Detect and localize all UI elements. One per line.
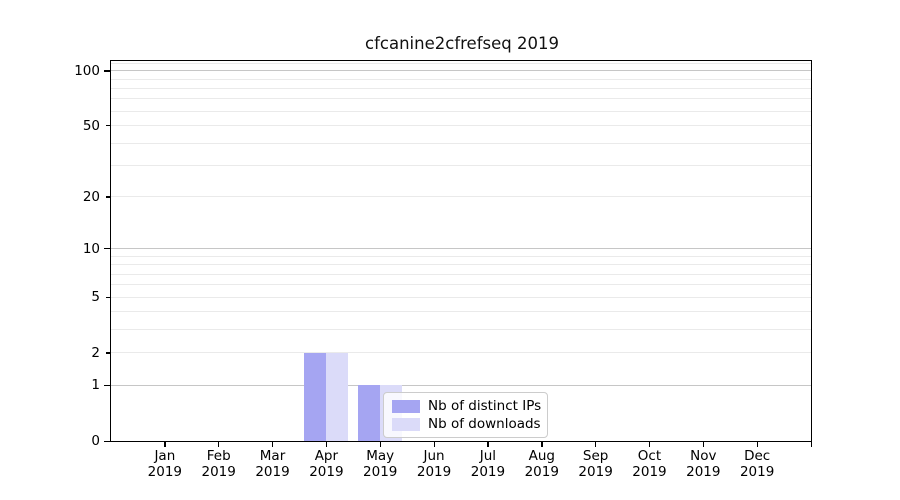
- x-tick-mark-apr: [325, 442, 328, 447]
- x-tick-year: 2019: [739, 463, 775, 480]
- x-tick-year: 2019: [363, 463, 398, 480]
- x-tick-year: 2019: [201, 463, 236, 480]
- y-tick-label-0: 0: [91, 433, 100, 449]
- x-tick-label-jun: Jun 2019: [399, 448, 469, 480]
- x-tick-month: Aug: [528, 448, 555, 464]
- x-tick-year: 2019: [309, 463, 344, 480]
- gridline-minor-20: [111, 196, 811, 198]
- x-tick-year: 2019: [632, 463, 667, 480]
- gridline-major-100: [111, 70, 811, 72]
- y-tick-label-2: 2: [91, 344, 100, 361]
- y-tick-label-1: 1: [91, 377, 100, 394]
- x-tick-label-sep: Sep 2019: [561, 448, 631, 480]
- gridline-minor-60: [111, 110, 811, 112]
- x-tick-year: 2019: [147, 463, 183, 480]
- x-tick-label-oct: Oct 2019: [614, 448, 684, 480]
- y-tick-mark-5: [106, 296, 110, 299]
- y-tick-mark-0: [104, 440, 110, 442]
- bar-may-distinct-ips: [358, 385, 381, 441]
- y-tick-mark-100: [104, 70, 110, 72]
- gridline-minor-110: [111, 62, 811, 64]
- x-tick-mark-may: [379, 442, 382, 447]
- gridline-minor-8: [111, 264, 811, 266]
- x-tick-mark-aug: [541, 442, 543, 447]
- x-tick-month: Mar: [259, 448, 286, 464]
- y-tick-label-5: 5: [91, 289, 100, 306]
- y-tick-label-10: 10: [82, 240, 100, 257]
- x-tick-mark-mar: [272, 442, 274, 447]
- x-tick-month: Jan: [154, 448, 176, 464]
- gridline-minor-40: [111, 142, 811, 144]
- x-tick-label-feb: Feb 2019: [184, 448, 254, 480]
- x-tick-mark-jun: [433, 442, 435, 447]
- x-tick-year: 2019: [578, 463, 613, 480]
- legend: Nb of distinct IPs Nb of downloads: [383, 392, 548, 438]
- x-tick-year: 2019: [416, 463, 452, 480]
- x-tick-month: Sep: [582, 448, 609, 464]
- x-tick-month: Jun: [423, 448, 445, 464]
- chart-title: cfcanine2cfrefseq 2019: [365, 34, 559, 53]
- x-tick-label-mar: Mar 2019: [238, 448, 308, 480]
- gridline-minor-2: [111, 352, 811, 354]
- legend-swatch-downloads: [392, 417, 420, 431]
- gridline-major-1: [111, 384, 811, 386]
- legend-entry-distinct-ips: Nb of distinct IPs: [392, 398, 542, 414]
- x-tick-label-nov: Nov 2019: [668, 448, 738, 480]
- legend-entry-downloads: Nb of downloads: [392, 416, 541, 432]
- gridline-minor-30: [111, 164, 811, 166]
- legend-label-downloads: Nb of downloads: [428, 416, 541, 432]
- x-tick-label-jan: Jan 2019: [130, 448, 200, 480]
- x-tick-label-dec: Dec 2019: [722, 448, 792, 480]
- gridline-minor-6: [111, 284, 811, 286]
- y-tick-mark-10: [104, 248, 110, 250]
- bar-apr-distinct-ips: [304, 352, 327, 441]
- x-tick-year: 2019: [255, 463, 290, 480]
- gridline-minor-5: [111, 296, 811, 298]
- x-tick-mark-jan: [164, 442, 166, 447]
- y-tick-label-50: 50: [82, 117, 100, 134]
- gridline-minor-70: [111, 98, 811, 100]
- x-tick-mark-dec: [756, 442, 758, 447]
- x-tick-year: 2019: [524, 463, 559, 480]
- plot-area: Nb of distinct IPs Nb of downloads: [110, 60, 812, 442]
- x-tick-mark-sep: [595, 442, 597, 447]
- gridline-minor-7: [111, 273, 811, 275]
- x-tick-month: Feb: [206, 448, 231, 464]
- x-tick-month: Dec: [744, 448, 771, 464]
- gridline-minor-80: [111, 87, 811, 89]
- x-tick-mark-nov: [702, 442, 705, 447]
- gridline-minor-4: [111, 311, 811, 313]
- x-tick-year: 2019: [686, 463, 721, 480]
- y-tick-label-20: 20: [82, 188, 100, 205]
- x-tick-label-may: May 2019: [345, 448, 415, 480]
- y-tick-mark-2: [106, 352, 110, 354]
- x-tick-month: May: [366, 448, 395, 464]
- x-tick-label-jul: Jul 2019: [453, 448, 523, 480]
- y-tick-mark-20: [106, 196, 110, 198]
- gridline-minor-50: [111, 125, 811, 127]
- gridline-minor-90: [111, 78, 811, 80]
- y-tick-mark-50: [106, 125, 110, 127]
- x-tick-year: 2019: [470, 463, 506, 480]
- gridline-minor-3: [111, 329, 811, 331]
- x-tick-month: Nov: [690, 448, 717, 464]
- x-tick-mark-end: [810, 442, 812, 447]
- x-tick-month: Jul: [479, 448, 497, 464]
- y-tick-label-100: 100: [74, 62, 100, 79]
- x-tick-mark-oct: [648, 442, 651, 447]
- x-tick-mark-jul: [487, 442, 489, 447]
- y-tick-mark-1: [104, 384, 110, 387]
- x-tick-mark-feb: [218, 442, 220, 447]
- x-tick-month: Apr: [314, 448, 339, 464]
- bar-apr-downloads: [326, 352, 349, 441]
- gridline-minor-9: [111, 255, 811, 257]
- legend-label-distinct-ips: Nb of distinct IPs: [428, 398, 542, 414]
- x-tick-month: Oct: [637, 448, 662, 464]
- x-tick-label-aug: Aug 2019: [507, 448, 577, 480]
- gridline-major-10: [111, 248, 811, 250]
- x-tick-label-apr: Apr 2019: [291, 448, 361, 480]
- legend-swatch-distinct-ips: [392, 399, 420, 413]
